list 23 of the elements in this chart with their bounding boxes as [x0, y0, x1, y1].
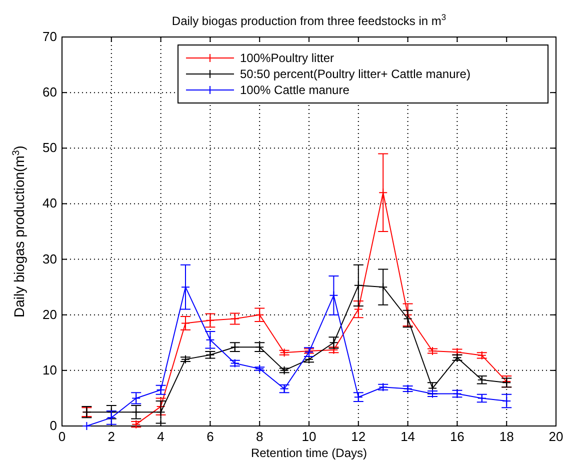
y-tick-label: 0 [50, 418, 57, 433]
y-tick-label: 60 [42, 84, 57, 100]
x-tick-label: 8 [256, 429, 264, 444]
chart-title: Daily biogas production from three feedstocks in m$^{3}$ [172, 12, 446, 28]
x-tick-label: 6 [206, 429, 214, 444]
x-tick-label: 12 [351, 429, 366, 444]
x-tick-label: 2 [108, 429, 116, 444]
legend-label: 50:50 percent(Poultry litter+ Cattle manure) [240, 67, 470, 81]
y-tick-label: 20 [42, 306, 57, 322]
x-tick-label: 4 [157, 429, 164, 444]
y-tick-label: 10 [42, 362, 57, 378]
x-tick-label: 14 [400, 429, 416, 444]
x-tick-label: 18 [499, 429, 514, 444]
legend-label: 100% Cattle manure [240, 83, 350, 97]
y-tick-label: 40 [42, 196, 57, 211]
x-tick-label: 16 [450, 429, 464, 444]
x-axis-title: Retention time (Days) [250, 446, 368, 460]
y-tick-label: 50 [42, 140, 57, 156]
x-tick-label: 10 [302, 429, 316, 444]
legend-label: 100%Poultry litter [240, 51, 334, 65]
x-tick-label: 20 [548, 429, 564, 444]
y-tick-label: 70 [42, 29, 57, 44]
y-tick-label: 30 [42, 251, 57, 266]
